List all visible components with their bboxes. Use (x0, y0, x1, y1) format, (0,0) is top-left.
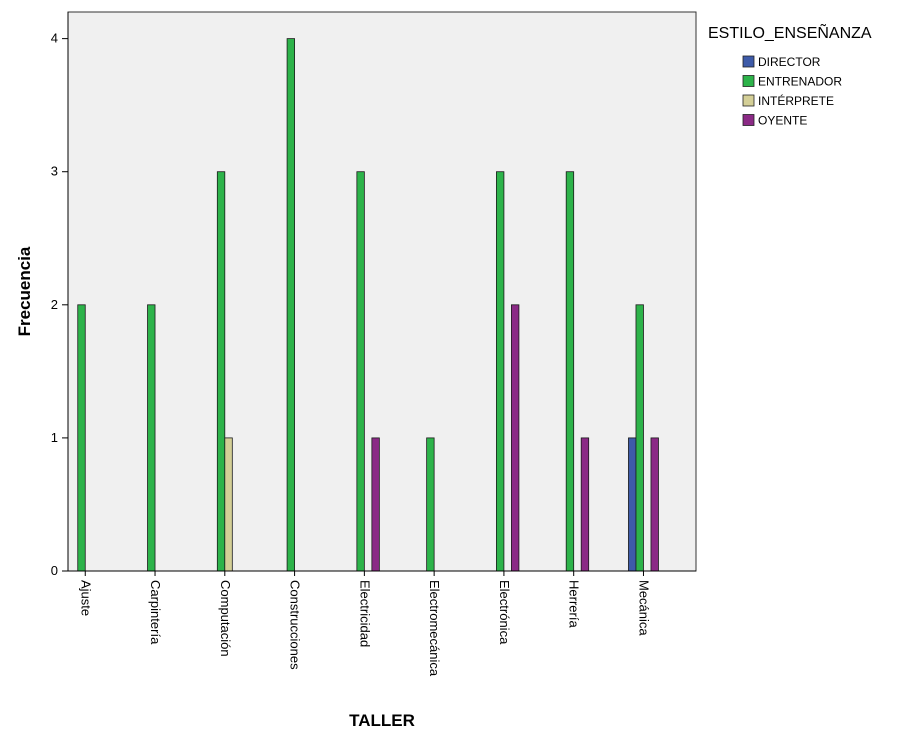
x-tick-label: Electrónica (497, 580, 512, 645)
bar-oyente-4 (371, 437, 380, 572)
legend-label-director: DIRECTOR (758, 55, 821, 69)
y-tick-label: 0 (51, 563, 58, 578)
bar-entrenador-4 (356, 171, 365, 572)
bar-entrenador-3 (286, 38, 295, 572)
plot-area (67, 11, 697, 572)
bar-entrenador-8 (635, 304, 644, 572)
bars-layer (77, 38, 659, 572)
x-tick-label: Computación (218, 580, 233, 657)
bar-director-8 (628, 437, 637, 572)
bar-entrenador-0 (77, 304, 86, 572)
legend-swatch-intérprete (742, 94, 755, 107)
x-tick-label: Electricidad (357, 580, 372, 647)
bar-entrenador-1 (147, 304, 156, 572)
legend: ESTILO_ENSEÑANZA DIRECTOR ENTRENADOR INTÉR… (708, 22, 872, 128)
bar-entrenador-2 (216, 171, 226, 572)
legend-swatch-director (742, 55, 755, 68)
legend-items: DIRECTOR ENTRENADOR INTÉRPRETE OYENTE (742, 55, 842, 128)
bar-entrenador-5 (426, 437, 435, 572)
bar-oyente-6 (511, 304, 520, 572)
x-tick-label: Electromecánica (427, 580, 442, 677)
bar-oyente-7 (580, 437, 590, 572)
y-tick-label: 3 (51, 164, 58, 179)
x-tick-label: Mecánica (636, 580, 651, 636)
bar-entrenador-7 (565, 171, 575, 572)
y-tick-label: 1 (51, 430, 58, 445)
x-tick-label: Ajuste (78, 580, 93, 616)
legend-swatch-entrenador (742, 75, 755, 87)
x-axis-title: TALLER (349, 711, 415, 730)
legend-label-oyente: OYENTE (758, 114, 807, 128)
y-tick-label: 2 (51, 297, 58, 312)
axes-layer: 0 1 2 3 4 Ajuste Carpintería Computación Constru… (51, 12, 696, 677)
bar-oyente-8 (650, 437, 659, 572)
legend-label-intérprete: INTÉRPRETE (758, 93, 834, 108)
y-tick-label: 4 (51, 31, 58, 46)
x-tick-label: Construcciones (288, 580, 303, 670)
legend-title: ESTILO_ENSEÑANZA (708, 22, 872, 42)
bar-entrenador-6 (496, 171, 505, 572)
y-axis-title: Frecuencia (15, 246, 34, 336)
x-tick-label: Herrería (567, 580, 582, 628)
legend-swatch-oyente (742, 114, 755, 126)
bar-intérprete-2 (224, 437, 233, 572)
legend-label-entrenador: ENTRENADOR (758, 75, 842, 89)
x-tick-label: Carpintería (148, 580, 163, 645)
